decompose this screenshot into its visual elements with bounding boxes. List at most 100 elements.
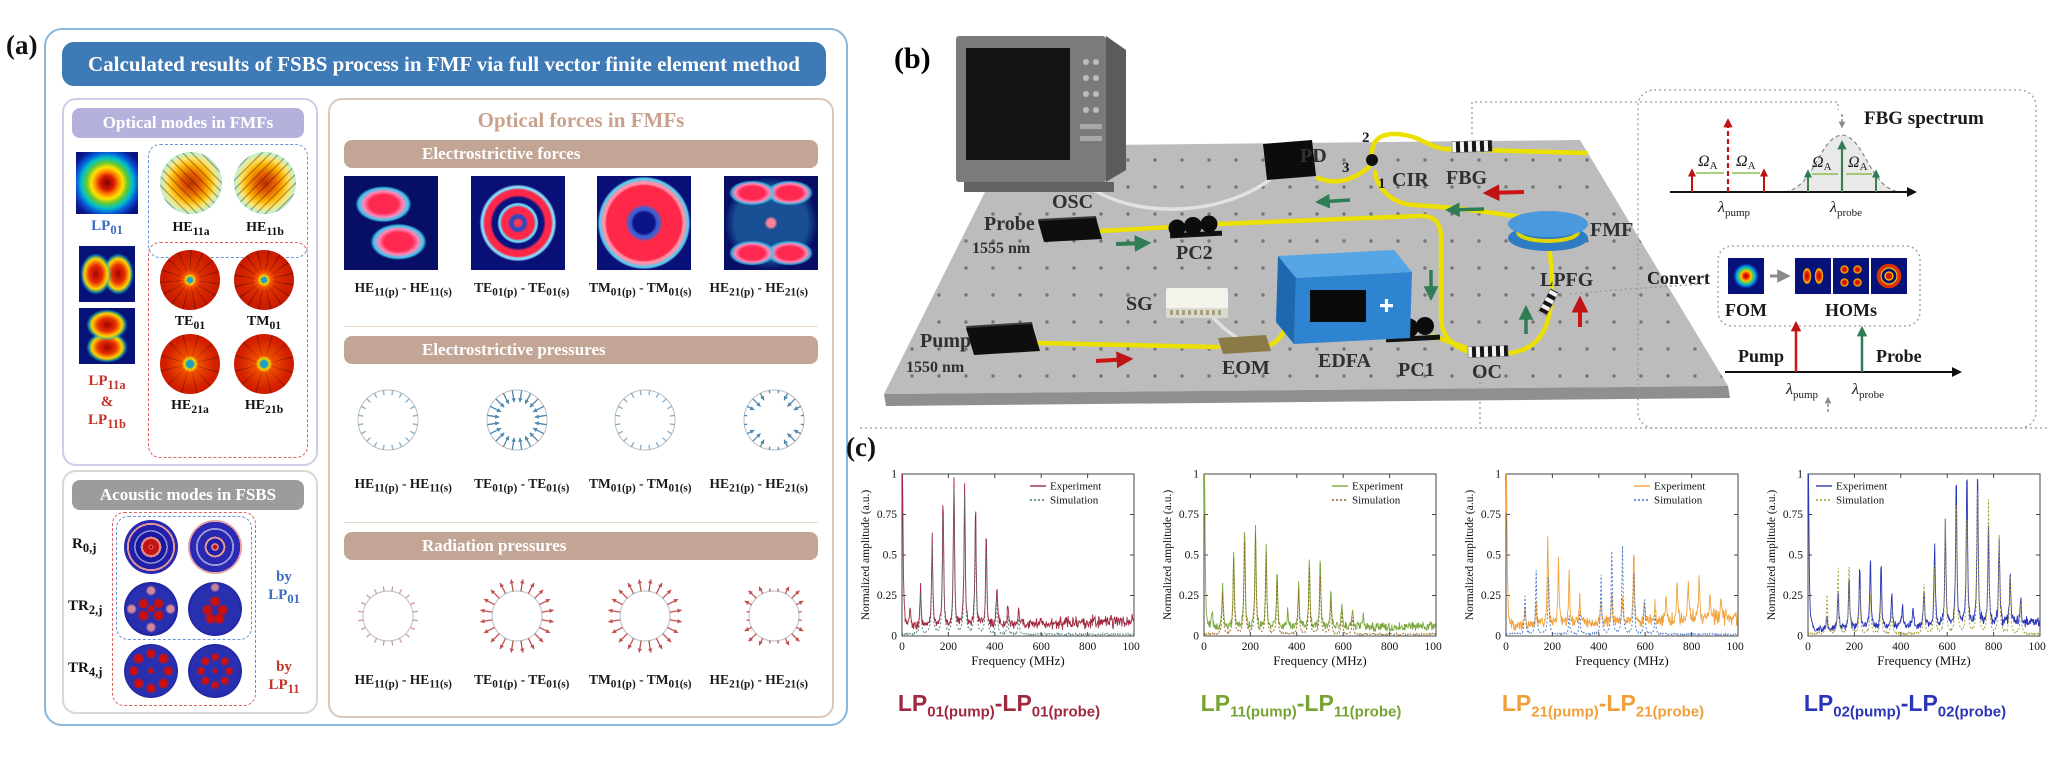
fbg-device — [1451, 139, 1493, 154]
svg-text:0: 0 — [1805, 641, 1811, 653]
svg-text:400: 400 — [986, 641, 1004, 653]
radiation-ring-te01 — [473, 572, 561, 660]
caption-he11: HE11(p) - HE11(s) — [354, 476, 452, 495]
svg-text:200: 200 — [940, 641, 958, 653]
pressure-ring-tm01 — [601, 376, 689, 464]
mode-image-lp11b — [79, 308, 135, 364]
svg-text:600: 600 — [1033, 641, 1051, 653]
svg-text:600: 600 — [1335, 641, 1353, 653]
lpfg-device — [1537, 288, 1559, 317]
mode-label-he11b: HE11b — [246, 220, 284, 238]
acoustic-image-tr41 — [124, 644, 178, 698]
svg-text:400: 400 — [1892, 641, 1910, 653]
omega-a-label: ΩA — [1698, 153, 1718, 172]
hom-image-lp21 — [1833, 258, 1869, 294]
svg-text:0.5: 0.5 — [1185, 550, 1200, 562]
svg-text:0.75: 0.75 — [1481, 509, 1501, 521]
cir-label: CIR — [1392, 169, 1429, 191]
acoustic-image-tr21 — [124, 582, 178, 636]
chart-title-lp02: LP02(pump)-LP02(probe) — [1803, 690, 2007, 721]
svg-text:Normalized amplitude (a.u.): Normalized amplitude (a.u.) — [1766, 490, 1778, 620]
mode-image-he21a — [160, 334, 220, 394]
acoustic-red-group-box — [112, 512, 256, 706]
panel-a: Calculated results of FSBS process in FM… — [44, 28, 848, 726]
pd-label: PD — [1300, 145, 1327, 167]
svg-text:Normalized amplitude (a.u.): Normalized amplitude (a.u.) — [860, 490, 872, 620]
svg-text:800: 800 — [1381, 641, 1399, 653]
svg-text:600: 600 — [1939, 641, 1957, 653]
svg-text:Normalized amplitude (a.u.): Normalized amplitude (a.u.) — [1162, 490, 1174, 620]
polarization-controller-2 — [1168, 215, 1223, 239]
lambda-probe-label: λprobe — [1851, 381, 1884, 401]
mode-label-he11a: HE11a — [172, 220, 210, 238]
optical-acoustic-column: Optical modes in FMFs LP01 HE11a HE11b L… — [62, 98, 318, 714]
caption-te01: TE01(p) - TE01(s) — [474, 280, 570, 299]
homs-label: HOMs — [1825, 300, 1877, 320]
lambda-pump-label: λpump — [1785, 381, 1818, 401]
caption-he21: HE21(p) - HE21(s) — [709, 280, 808, 299]
hom-image-lp11 — [1795, 258, 1831, 294]
panel-c-letter: (c) — [846, 432, 876, 462]
acoustic-image-r01 — [124, 520, 178, 574]
svg-text:0: 0 — [1797, 631, 1803, 643]
svg-text:Frequency (MHz): Frequency (MHz) — [1273, 653, 1367, 668]
edfa-label: EDFA — [1318, 350, 1372, 372]
chart-title-lp01: LP01(pump)-LP01(probe) — [897, 690, 1101, 721]
dashed-guides — [860, 89, 2048, 429]
caption-he21: HE21(p) - HE21(s) — [709, 476, 808, 495]
svg-text:0.5: 0.5 — [883, 550, 898, 562]
radiation-ring-he11 — [344, 572, 432, 660]
svg-text:Experiment: Experiment — [1352, 481, 1403, 493]
pressure-ring-he21 — [730, 376, 818, 464]
section-divider — [344, 326, 818, 327]
svg-text:400: 400 — [1288, 641, 1306, 653]
by-lp01-label: by LP01 — [268, 569, 300, 606]
signal-generator — [1166, 288, 1228, 318]
convert-label: Convert — [1647, 268, 1710, 288]
svg-text:0: 0 — [1193, 631, 1199, 643]
fmf-label: FMF — [1590, 219, 1633, 241]
mode-label-tm01: TM01 — [246, 314, 282, 332]
svg-text:Frequency (MHz): Frequency (MHz) — [1575, 653, 1669, 668]
acoustic-row-label-tr4j: TR4,j — [68, 660, 103, 679]
svg-text:0.5: 0.5 — [1487, 550, 1502, 562]
svg-text:800: 800 — [1683, 641, 1701, 653]
force-image-he21 — [723, 176, 818, 270]
radiation-pressures-captions: HE11(p) - HE11(s) TE01(p) - TE01(s) TM01… — [344, 672, 818, 691]
pressure-ring-he11 — [344, 376, 432, 464]
caption-tm01: TM01(p) - TM01(s) — [588, 280, 692, 299]
section-divider — [344, 522, 818, 523]
oc-label: OC — [1472, 361, 1502, 383]
svg-text:0.5: 0.5 — [1789, 550, 1804, 562]
svg-text:Experiment: Experiment — [1836, 481, 1887, 493]
cir-port-1: 1 — [1378, 176, 1386, 192]
svg-text:0: 0 — [891, 631, 897, 643]
omega-a-label: ΩA — [1736, 153, 1756, 172]
mode-label-he21a: HE21a — [171, 398, 209, 416]
svg-text:0.75: 0.75 — [877, 509, 897, 521]
optical-forces-box: Optical forces in FMFs Electrostrictive … — [328, 98, 834, 718]
svg-text:Experiment: Experiment — [1654, 481, 1705, 493]
svg-text:0.25: 0.25 — [1783, 590, 1803, 602]
svg-text:0: 0 — [1201, 641, 1207, 653]
oscilloscope — [956, 36, 1126, 192]
svg-text:Simulation: Simulation — [1352, 495, 1401, 507]
probe-laser — [1038, 216, 1102, 242]
osc-label: OSC — [1052, 191, 1093, 213]
svg-text:0: 0 — [899, 641, 905, 653]
svg-text:0.25: 0.25 — [1179, 590, 1199, 602]
svg-text:800: 800 — [1985, 641, 2003, 653]
acoustic-modes-box: Acoustic modes in FSBS R0,j TR2,j TR4,j … — [62, 470, 318, 714]
acoustic-modes-header: Acoustic modes in FSBS — [72, 480, 304, 510]
mode-image-lp11a — [79, 246, 135, 302]
pressure-ring-te01 — [473, 376, 561, 464]
vector-modes-group-box — [148, 242, 308, 458]
caption-he21: HE21(p) - HE21(s) — [709, 672, 808, 691]
svg-text:600: 600 — [1637, 641, 1655, 653]
pump-probe-inset: Pump Probe λpump λprobe — [1725, 320, 1962, 412]
svg-text:800: 800 — [1079, 641, 1097, 653]
